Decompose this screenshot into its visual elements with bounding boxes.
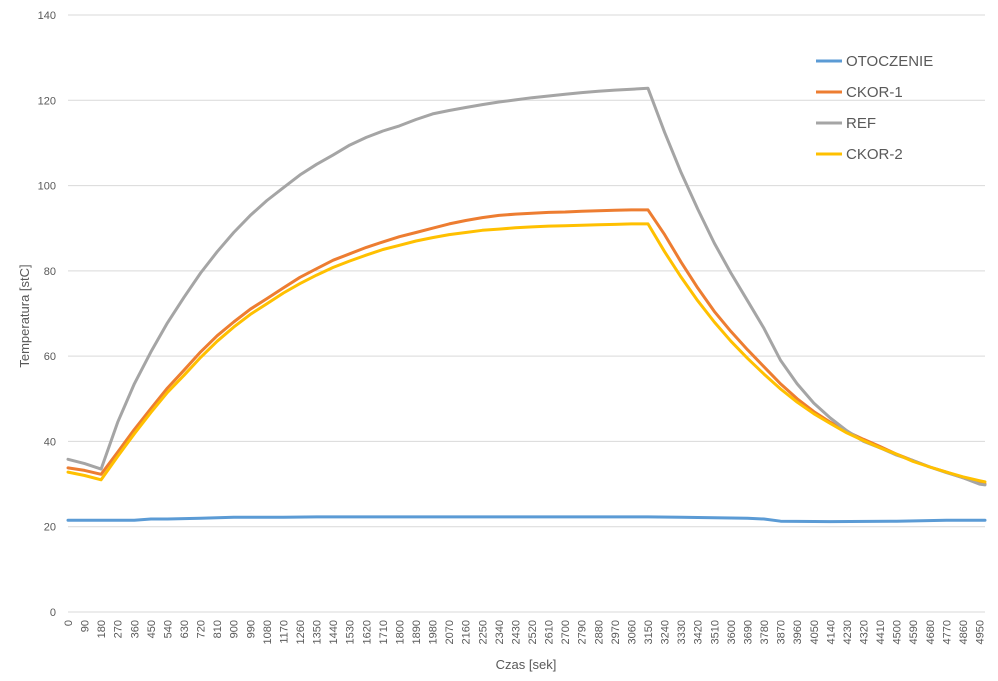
- legend-label: REF: [846, 115, 876, 132]
- x-tick-label: 1710: [378, 620, 390, 644]
- x-tick-label: 1800: [394, 620, 406, 644]
- y-tick-labels: 0 20 40 60 80 100 120 140: [38, 10, 56, 619]
- x-tick-label: 4320: [858, 620, 870, 644]
- x-tick-label: 3870: [776, 620, 788, 644]
- x-tick-label: 3510: [709, 620, 721, 644]
- x-tick-label: 4950: [974, 620, 986, 644]
- y-tick-label: 100: [38, 181, 56, 193]
- x-tick-label: 540: [162, 620, 174, 638]
- x-tick-label: 2430: [510, 620, 522, 644]
- legend: OTOCZENIE CKOR-1 REF CKOR-2: [816, 53, 933, 163]
- series-lines: [66, 86, 987, 524]
- x-tick-label: 1080: [262, 620, 274, 644]
- series-line-ckor-1: [66, 208, 987, 486]
- series-line-ckor-2: [66, 222, 987, 484]
- x-tick-label: 3420: [693, 620, 705, 644]
- x-tick-label: 2970: [610, 620, 622, 644]
- x-tick-label: 2700: [560, 620, 572, 644]
- y-tick-label: 0: [50, 607, 56, 619]
- x-tick-label: 720: [196, 620, 208, 638]
- legend-label: CKOR-2: [846, 146, 903, 163]
- x-tick-label: 1170: [278, 620, 290, 644]
- x-tick-label: 630: [179, 620, 191, 638]
- x-tick-label: 4230: [842, 620, 854, 644]
- gridlines: [68, 14, 985, 613]
- x-tick-label: 4410: [875, 620, 887, 644]
- y-axis-label: Temperatura [stC]: [17, 264, 32, 367]
- x-tick-label: 3600: [726, 620, 738, 644]
- x-tick-label: 90: [80, 620, 92, 632]
- x-tick-label: 180: [96, 620, 108, 638]
- x-tick-label: 0: [63, 620, 75, 626]
- x-tick-label: 270: [113, 620, 125, 638]
- x-tick-label: 4590: [908, 620, 920, 644]
- x-tick-label: 2340: [494, 620, 506, 644]
- x-tick-label: 990: [245, 620, 257, 638]
- y-tick-label: 20: [44, 522, 56, 534]
- x-tick-label: 2790: [577, 620, 589, 644]
- x-tick-label: 3330: [676, 620, 688, 644]
- series-line-otoczenie: [66, 515, 987, 524]
- x-tick-label: 3060: [626, 620, 638, 644]
- x-tick-labels: 0 90 180 270 360 450 540 630 720 810 900 990 1080 117…: [63, 620, 986, 644]
- x-tick-label: 810: [212, 620, 224, 638]
- x-tick-label: 2610: [544, 620, 556, 644]
- x-tick-label: 900: [229, 620, 241, 638]
- legend-label: CKOR-1: [846, 84, 903, 101]
- y-tick-label: 140: [38, 10, 56, 22]
- x-tick-label: 2250: [477, 620, 489, 644]
- x-tick-label: 4770: [941, 620, 953, 644]
- x-axis-label: Czas [sek]: [496, 657, 557, 672]
- x-tick-label: 2880: [593, 620, 605, 644]
- y-tick-label: 80: [44, 266, 56, 278]
- x-tick-label: 1350: [312, 620, 324, 644]
- x-tick-label: 1890: [411, 620, 423, 644]
- x-tick-label: 4050: [809, 620, 821, 644]
- x-tick-label: 3690: [742, 620, 754, 644]
- x-tick-label: 3150: [643, 620, 655, 644]
- x-tick-label: 3960: [792, 620, 804, 644]
- x-tick-label: 3780: [759, 620, 771, 644]
- y-tick-label: 60: [44, 351, 56, 363]
- x-tick-label: 1530: [345, 620, 357, 644]
- x-tick-label: 4140: [825, 620, 837, 644]
- y-tick-label: 40: [44, 436, 56, 448]
- series-line-ref: [66, 86, 987, 487]
- x-tick-label: 1980: [428, 620, 440, 644]
- legend-label: OTOCZENIE: [846, 53, 933, 70]
- y-tick-label: 120: [38, 95, 56, 107]
- x-tick-label: 1440: [328, 620, 340, 644]
- x-tick-label: 2520: [527, 620, 539, 644]
- x-tick-label: 3240: [660, 620, 672, 644]
- x-tick-label: 4500: [892, 620, 904, 644]
- x-tick-label: 2160: [461, 620, 473, 644]
- x-tick-label: 2070: [444, 620, 456, 644]
- x-tick-label: 4680: [925, 620, 937, 644]
- x-tick-label: 1260: [295, 620, 307, 644]
- x-tick-label: 1620: [361, 620, 373, 644]
- x-tick-label: 4860: [958, 620, 970, 644]
- x-tick-label: 450: [146, 620, 158, 638]
- x-tick-label: 360: [129, 620, 141, 638]
